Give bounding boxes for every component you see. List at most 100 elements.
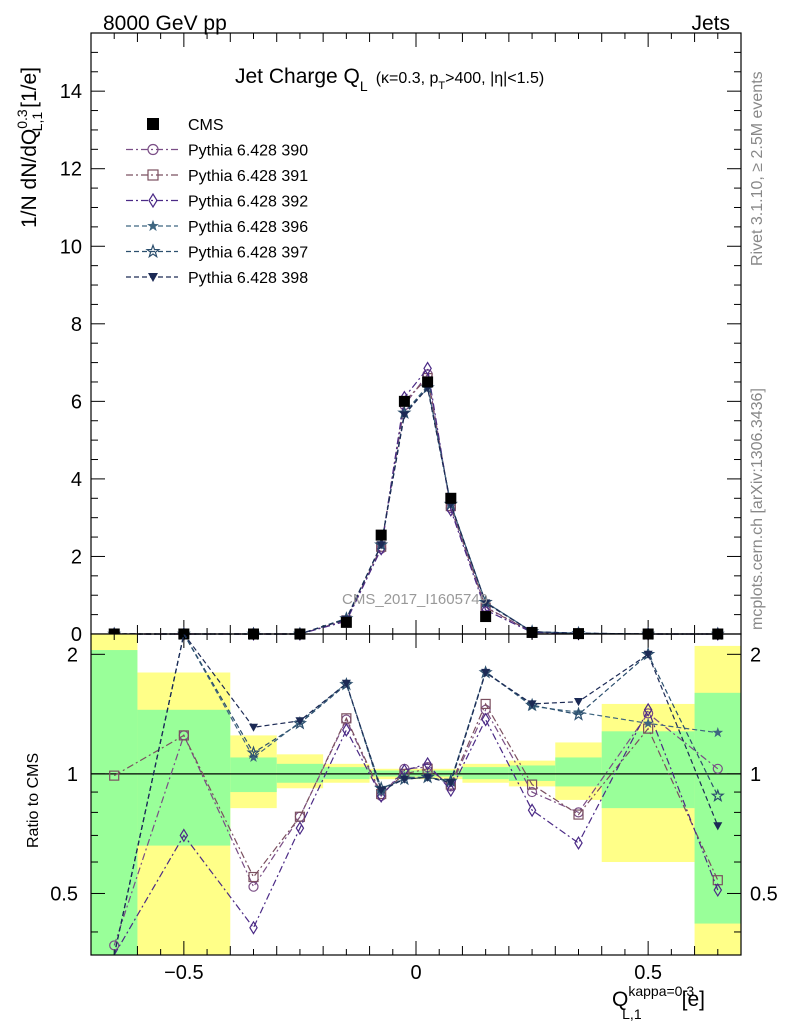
ratio-series-point	[527, 700, 537, 709]
ratio-series-point	[399, 775, 409, 784]
uncertainty-band-inner	[323, 767, 370, 780]
ratio-series-point	[249, 920, 258, 935]
ratio-series-line	[113, 702, 719, 881]
ratio-series-point	[248, 871, 259, 883]
ratio-panel: 0.5 0.5 1 1 2 2 −0.5 0 0.5 Ratio to CMS Qkappa=0…	[25, 633, 778, 1022]
cms-data-point	[480, 611, 492, 623]
ratio-x-tick-label: 0	[410, 962, 421, 984]
ratio-series-point	[295, 821, 305, 836]
ratio-series-point	[642, 717, 654, 728]
legend-label: Pythia 6.428 390	[188, 143, 308, 160]
legend-marker	[148, 273, 158, 282]
main-y-tick-label: 10	[60, 236, 82, 258]
cms-data-point	[398, 395, 410, 407]
main-y-axis-label: 1/N dN/dQ0.3L,1[1/e]	[14, 67, 45, 228]
main-y-tick-label: 0	[71, 624, 82, 646]
ratio-y-tick-label: 0.5	[50, 883, 78, 905]
ratio-y-axis-label: Ratio to CMS	[25, 753, 42, 848]
main-series-point	[399, 411, 409, 420]
ratio-y-tick-label-right: 0.5	[750, 883, 778, 905]
ratio-series-point	[643, 708, 654, 719]
uncertainty-band-inner	[276, 763, 324, 783]
ratio-series-point	[643, 702, 653, 717]
legend: CMS Pythia 6.428 390 Pythia 6.428 391 Pythi…	[126, 117, 308, 287]
ratio-series-point	[341, 679, 351, 688]
legend-label: Pythia 6.428 397	[188, 245, 308, 262]
ratio-series-point	[713, 883, 723, 898]
rivet-version-label: Rivet 3.1.10, ≥ 2.5M events	[749, 71, 766, 266]
legend-marker	[145, 243, 161, 259]
ratio-series-point	[571, 707, 586, 721]
ratio-series-line	[113, 634, 719, 955]
ratio-series-point	[292, 716, 308, 730]
ratio-series-point	[481, 712, 490, 727]
ratio-y-tick-label: 2	[67, 644, 78, 666]
legend-marker	[147, 219, 159, 232]
ratio-series-point	[376, 786, 386, 795]
main-series-point	[376, 541, 386, 550]
ratio-series-point	[527, 803, 537, 818]
ratio-panel-frame	[90, 633, 742, 956]
legend-label: Pythia 6.428 396	[188, 219, 308, 236]
ratio-series-point	[713, 822, 723, 831]
ratio-series-line	[113, 708, 719, 955]
ratio-series-line	[113, 708, 719, 946]
ratio-series-group	[109, 634, 725, 955]
main-series-point	[423, 361, 432, 376]
ratio-series-point	[573, 706, 584, 717]
ratio-series-point	[710, 788, 725, 802]
legend-label: CMS	[188, 117, 224, 134]
main-y-tick-label: 14	[60, 81, 82, 103]
main-y-tick-label: 12	[60, 159, 82, 181]
ratio-series-point	[574, 835, 583, 850]
legend-marker	[147, 169, 159, 181]
energy-label: 8000 GeV pp	[103, 12, 227, 35]
mcplots-source-label: mcplots.cern.ch [arXiv:1306.3436]	[749, 388, 766, 630]
ratio-series-point	[295, 717, 305, 726]
plot-title: Jet Charge QL (κ=0.3, pT>400, |η|<1.5)	[235, 65, 544, 94]
ratio-x-tick-label: −0.5	[164, 962, 203, 984]
uncertainty-band-inner	[508, 765, 556, 781]
main-y-tick-label: 4	[71, 469, 82, 491]
cms-data-point	[375, 529, 387, 541]
ratio-series-point	[246, 745, 261, 759]
ratio-series-point	[248, 881, 259, 892]
main-y-tick-label: 2	[71, 546, 82, 568]
main-y-tick-label: 8	[71, 314, 82, 336]
ratio-x-tick-label: 0.5	[634, 962, 662, 984]
ratio-series-point	[423, 773, 433, 782]
legend-label: Pythia 6.428 392	[188, 194, 308, 211]
ratio-series-point	[178, 730, 189, 741]
ratio-y-tick-label-right: 2	[750, 644, 761, 666]
main-y-tick-label: 6	[71, 391, 82, 413]
main-panel: 0 2 4 6 8 10 12 14 Jet Charge QL (κ=0.3, pT>400,…	[14, 32, 742, 646]
analysis-watermark: CMS_2017_I1605749	[342, 591, 488, 608]
legend-label: Pythia 6.428 398	[188, 270, 308, 287]
process-label: Jets	[691, 12, 730, 35]
legend-label: Pythia 6.428 391	[188, 168, 308, 185]
ratio-series-point	[446, 779, 456, 788]
main-series-point	[481, 599, 491, 608]
legend-marker	[148, 192, 158, 209]
uncertainty-band-inner	[601, 731, 695, 809]
ratio-series-point	[248, 751, 259, 762]
uncertainty-band-inner	[555, 757, 602, 787]
ratio-series-point	[342, 722, 351, 737]
ratio-series-point	[480, 698, 491, 710]
ratio-y-tick-label-right: 1	[750, 764, 761, 786]
x-axis-label: Qkappa=0.3 L,1[e]	[612, 983, 705, 1022]
ratio-series-point	[574, 698, 583, 707]
ratio-series-point	[643, 650, 653, 659]
uncertainty-band-inner	[462, 767, 509, 780]
ratio-series-point	[179, 828, 189, 843]
ratio-series-point	[341, 713, 352, 724]
cms-data-point	[526, 626, 538, 638]
ratio-series-point	[446, 783, 456, 798]
ratio-series-point	[423, 756, 432, 771]
ratio-series-point	[712, 727, 724, 738]
ratio-series-point	[109, 940, 120, 951]
cms-data-point	[445, 492, 457, 504]
legend-marker	[147, 118, 159, 130]
cms-data-point	[422, 376, 434, 388]
